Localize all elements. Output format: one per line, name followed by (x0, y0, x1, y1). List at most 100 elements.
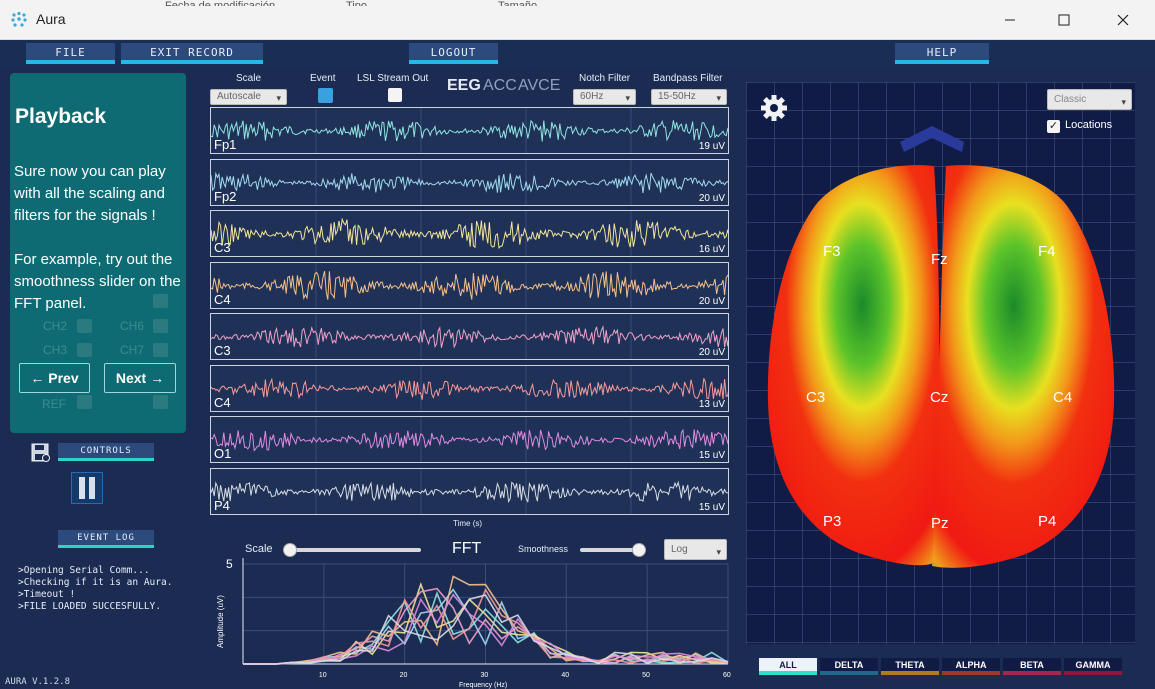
bandpass-filter-select[interactable]: 15-50Hz ▾ (651, 89, 727, 105)
notch-filter-select[interactable]: 60Hz ▾ (573, 89, 636, 105)
fft-scale-slider-handle[interactable] (283, 543, 297, 557)
fft-xtick-label: 50 (642, 672, 650, 679)
scale-select[interactable]: Autoscale ▾ (210, 89, 287, 105)
ghost-label-ch3: CH3 (43, 343, 68, 357)
fft-scale-label: Scale (245, 543, 273, 555)
fft-yscale-select[interactable]: Log ▾ (664, 539, 727, 560)
smoothness-label: Smoothness (518, 544, 569, 554)
band-tab-beta[interactable]: BETA (1003, 658, 1061, 675)
right-hemisphere (932, 165, 1115, 568)
channel-scale: 20 uV (698, 192, 725, 204)
next-button[interactable]: Next → (104, 363, 176, 393)
peek-text-date: Fecha de modificación (165, 0, 276, 6)
mode-acc-tab[interactable]: ACC (483, 77, 517, 94)
fft-scale-slider[interactable] (285, 548, 421, 552)
bandpass-filter-value: 15-50Hz (658, 91, 696, 102)
ghost-checkbox (77, 395, 92, 409)
channel-name: Fp2 (214, 188, 237, 204)
channel-name: C3 (214, 240, 231, 255)
ghost-checkbox (153, 294, 168, 308)
fft-plot: 5 Amplitude (uV) 10 20 30 40 50 60 Frequency (Hz… (216, 557, 731, 689)
brain-mode-select[interactable]: Classic ▾ (1047, 89, 1132, 110)
time-axis-label: Time (s) (453, 519, 483, 528)
lsl-stream-checkbox[interactable] (388, 88, 402, 102)
fft-ylabel: Amplitude (uV) (216, 595, 225, 648)
fft-yscale-value: Log (671, 544, 688, 555)
eeg-trace (211, 119, 728, 142)
smoothness-slider-handle[interactable] (632, 543, 647, 557)
eeg-trace (211, 217, 728, 249)
gear-icon[interactable] (759, 93, 789, 123)
eeg-trace (211, 376, 728, 400)
fft-trace (243, 593, 729, 665)
electrode-label-f3: F3 (823, 243, 841, 260)
channel-scale: 16 uV (698, 244, 725, 255)
scale-label: Scale (236, 73, 262, 84)
electrode-label-cz: Cz (930, 389, 949, 406)
eeg-waveform (211, 262, 728, 308)
maximize-button[interactable] (1037, 0, 1091, 40)
save-icon[interactable] (30, 442, 52, 464)
ghost-label-ref: REF (42, 397, 66, 411)
menu-bar: FILE EXIT RECORD LOGOUT HELP (0, 40, 1155, 68)
eeg-channel-fp2: Fp2 20 uV (210, 158, 729, 206)
event-log-line: >Opening Serial Comm... (18, 565, 150, 576)
event-log-line: >Timeout ! (18, 589, 76, 600)
fft-xtick-label: 10 (319, 672, 327, 679)
logout-button[interactable]: LOGOUT (409, 43, 498, 64)
close-button[interactable] (1096, 0, 1150, 40)
band-tab-alpha[interactable]: ALPHA (942, 658, 1000, 675)
notch-filter-value: 60Hz (580, 91, 604, 102)
band-tab-theta[interactable]: THETA (881, 658, 939, 675)
channel-scale: 15 uV (698, 450, 725, 461)
mode-eeg-tab[interactable]: EEG (447, 77, 481, 94)
electrode-label-p4: P4 (1038, 513, 1057, 530)
channel-name: Fp1 (214, 137, 237, 152)
channel-scale: 19 uV (698, 141, 725, 152)
ghost-checkbox (153, 319, 168, 333)
playback-paragraph-2: For example, try out the smoothness slid… (14, 251, 181, 312)
eeg-channel-c4: C4 13 uV (210, 364, 729, 412)
notch-filter-label: Notch Filter (579, 73, 631, 84)
event-log-line: >FILE LOADED SUCCESFULLY. (18, 601, 161, 612)
locations-checkbox[interactable]: ✓ (1047, 120, 1060, 133)
maximize-icon (1058, 14, 1070, 26)
eeg-waveform (211, 314, 728, 359)
fft-xtick-label: 20 (400, 672, 408, 679)
eeg-waveform (211, 108, 728, 153)
ghost-label-ch2: CH2 (43, 319, 68, 333)
chevron-down-icon: ▾ (716, 547, 721, 557)
pause-icon (79, 477, 95, 499)
eeg-trace (211, 325, 728, 349)
window-titlebar: Fecha de modificación Tipo Tamaño Aura (0, 0, 1155, 40)
event-checkbox[interactable] (318, 88, 333, 103)
scale-select-value: Autoscale (217, 91, 261, 102)
fft-title: FFT (452, 540, 482, 557)
fft-xtick-label: 30 (481, 672, 489, 679)
mode-avce-tab[interactable]: AVCE (518, 77, 561, 94)
smoothness-slider[interactable] (580, 548, 646, 552)
band-tab-delta[interactable]: DELTA (820, 658, 878, 675)
event-label: Event (310, 73, 336, 84)
eeg-trace (211, 270, 728, 300)
help-button[interactable]: HELP (895, 43, 989, 64)
fft-xtick-label: 60 (723, 672, 731, 679)
exit-record-button[interactable]: EXIT RECORD (121, 43, 263, 64)
channel-scale: 13 uV (698, 398, 725, 410)
lsl-stream-label: LSL Stream Out (357, 73, 429, 84)
event-log-line: >Checking if it is an Aura. (18, 577, 173, 588)
peek-text-size: Tamaño (498, 0, 538, 6)
electrode-label-pz: Pz (931, 515, 949, 532)
band-tab-gamma[interactable]: GAMMA (1064, 658, 1122, 675)
eeg-channel-c3: C3 16 uV (210, 210, 729, 257)
minimize-button[interactable] (983, 0, 1037, 40)
pause-button[interactable] (71, 472, 103, 504)
prev-button[interactable]: ← Prev (19, 363, 90, 393)
chevron-down-icon: ▾ (625, 93, 630, 103)
file-button[interactable]: FILE (26, 43, 115, 64)
band-tab-all[interactable]: ALL (759, 658, 817, 675)
ghost-label-ch7: CH7 (120, 343, 145, 357)
brain-mode-value: Classic (1054, 94, 1087, 105)
eeg-channel-o1: O1 15 uV (210, 416, 729, 463)
